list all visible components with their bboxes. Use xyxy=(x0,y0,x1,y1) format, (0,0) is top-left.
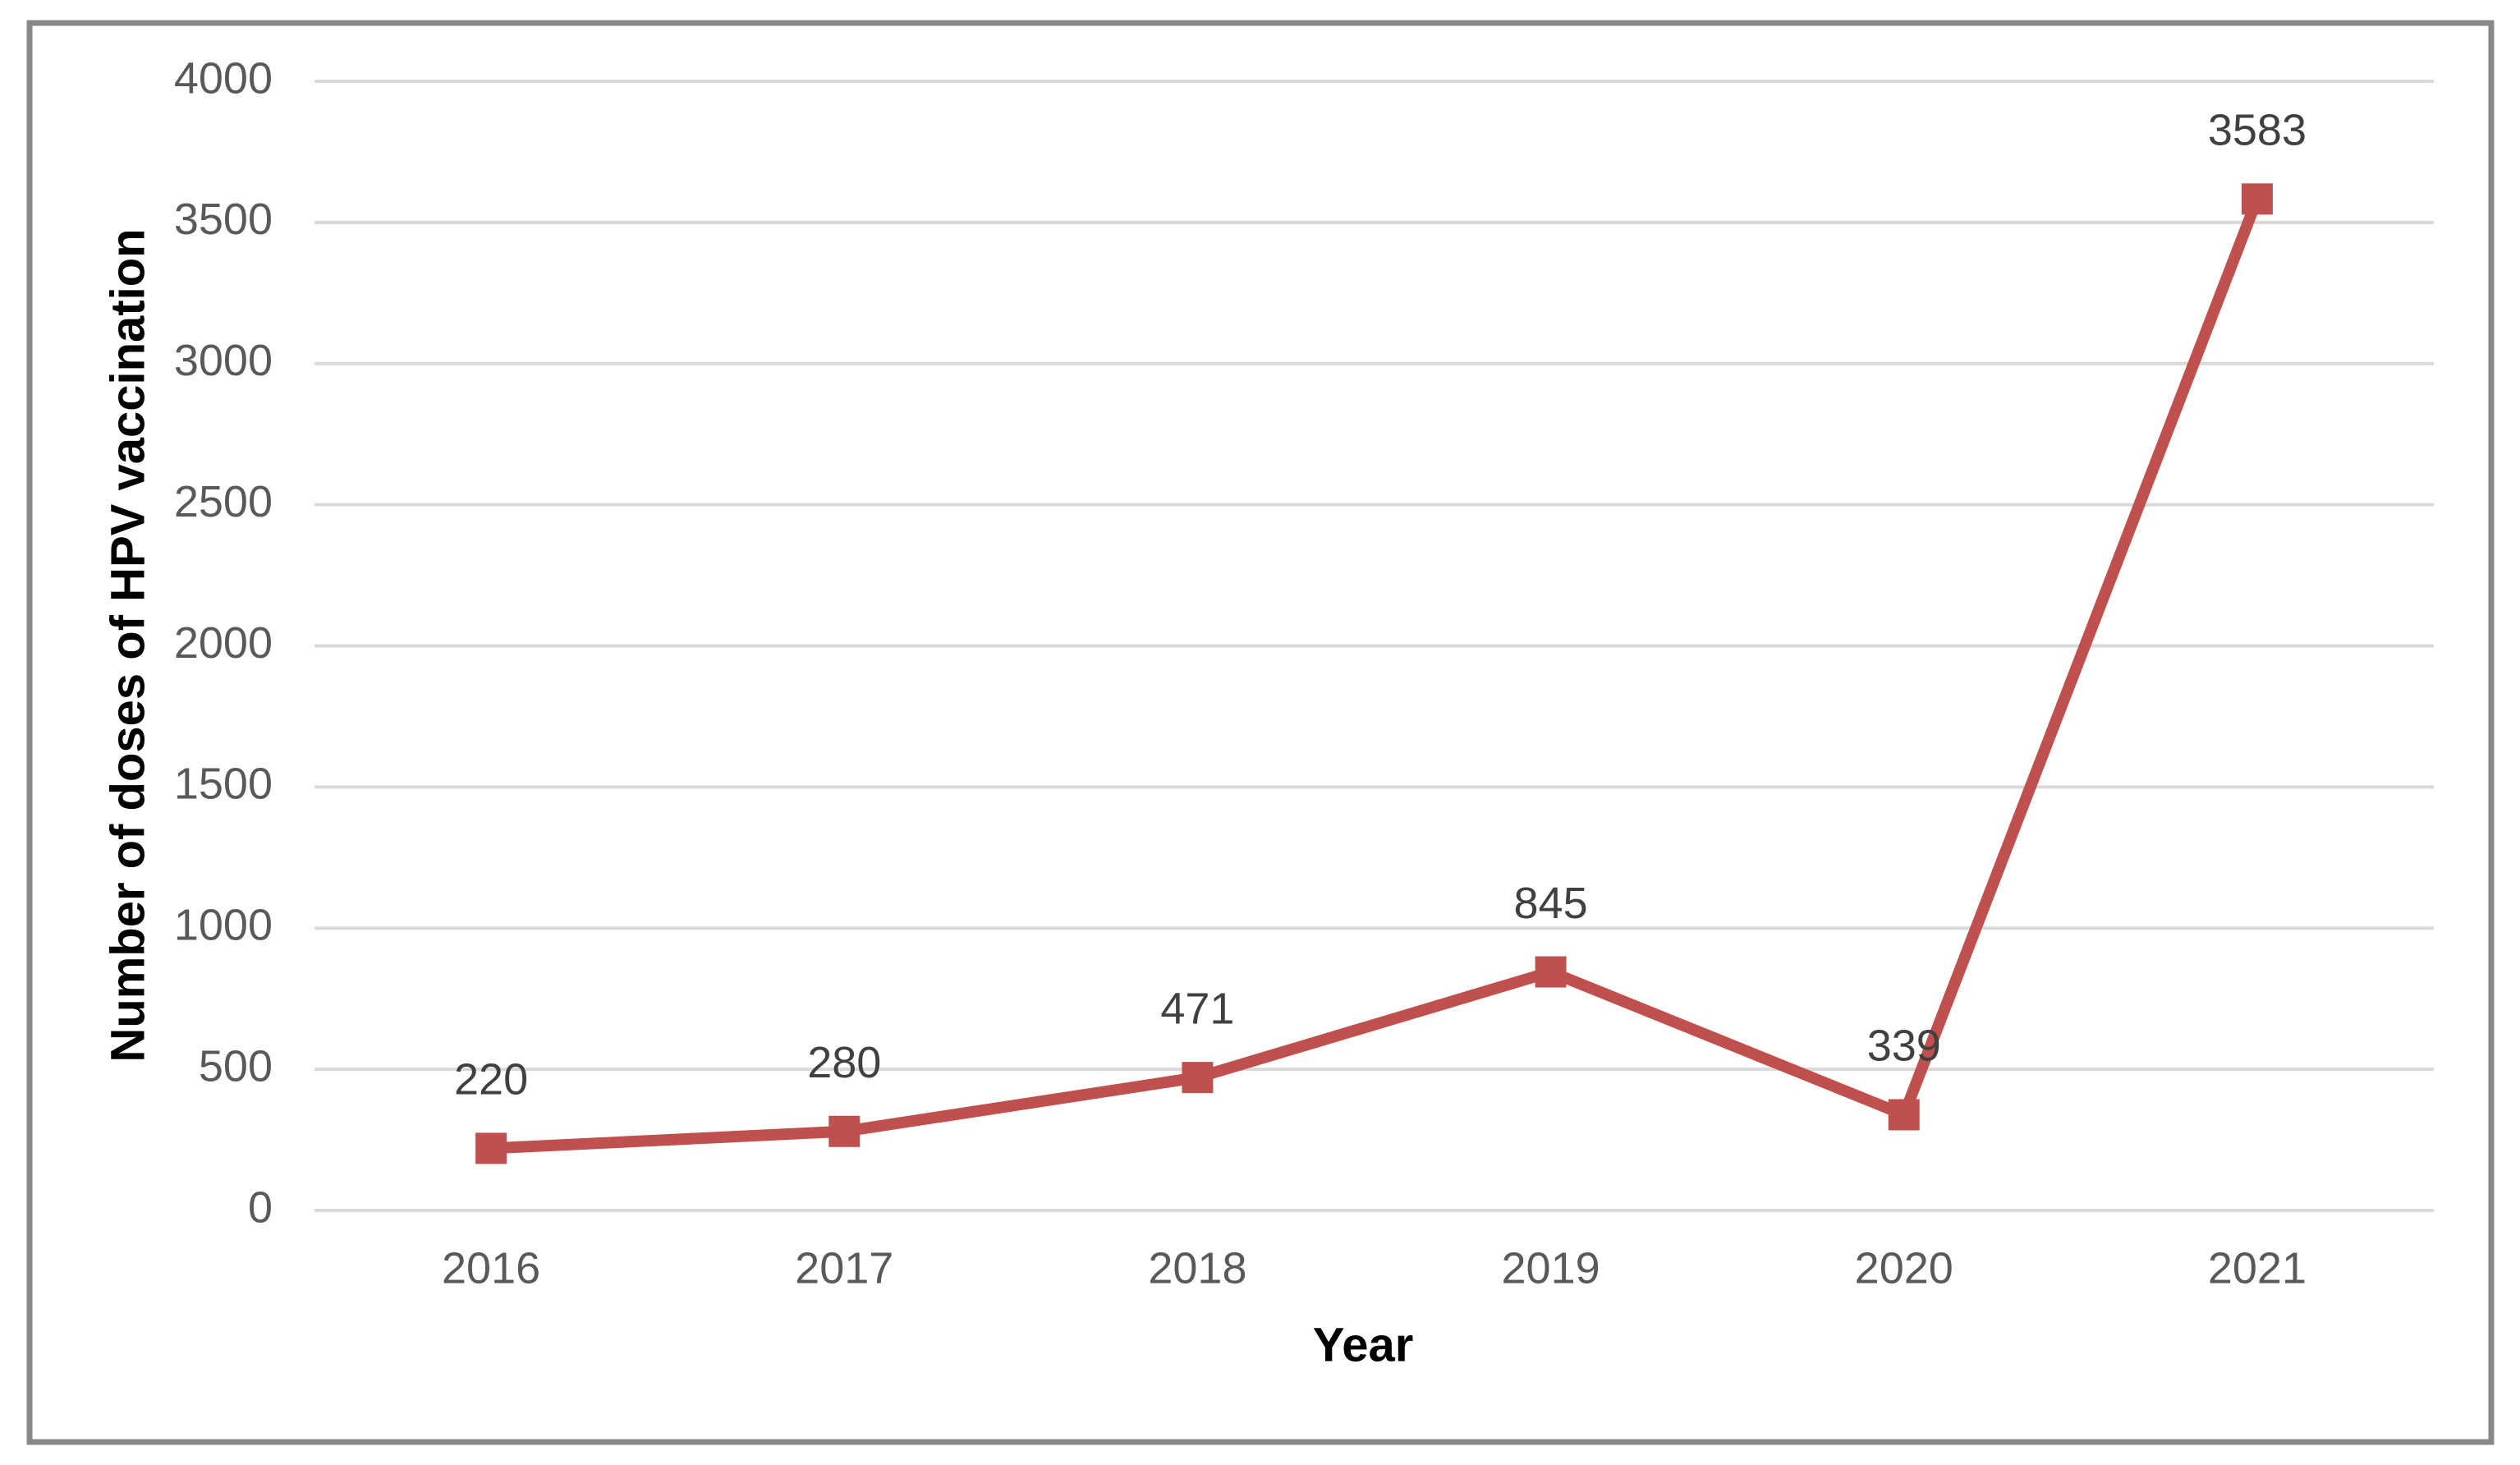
data-point-marker xyxy=(1535,956,1567,988)
data-label: 3583 xyxy=(2208,106,2307,155)
y-tick-label: 2500 xyxy=(174,477,273,526)
y-tick-label: 3000 xyxy=(174,336,273,385)
data-point-marker xyxy=(1182,1062,1214,1094)
data-label: 845 xyxy=(1514,879,1588,928)
series-group xyxy=(475,183,2273,1164)
x-tick-label: 2021 xyxy=(2208,1243,2307,1293)
y-tick-label: 0 xyxy=(248,1183,273,1232)
y-axis-title: Number of doses of HPV vaccination xyxy=(101,228,154,1062)
y-tick-label: 3500 xyxy=(174,195,273,244)
data-point-marker xyxy=(1888,1099,1920,1131)
y-tick-label: 4000 xyxy=(174,53,273,103)
x-axis-tick-labels: 2016 2017 2018 2019 2020 2021 xyxy=(442,1243,2307,1293)
data-label: 220 xyxy=(454,1055,528,1104)
data-point-marker xyxy=(2241,183,2273,215)
data-label: 280 xyxy=(807,1038,881,1087)
series-line xyxy=(485,193,2263,1155)
x-tick-label: 2019 xyxy=(1502,1243,1600,1293)
y-axis-tick-labels: 0 500 1000 1500 2000 2500 3000 3500 4000 xyxy=(174,53,273,1232)
x-tick-label: 2017 xyxy=(795,1243,893,1293)
data-labels: 220 280 471 845 339 3583 xyxy=(454,106,2307,1104)
data-label: 339 xyxy=(1867,1022,1941,1071)
y-tick-label: 2000 xyxy=(174,618,273,668)
x-tick-label: 2020 xyxy=(1855,1243,1953,1293)
y-tick-label: 1500 xyxy=(174,760,273,809)
gridlines xyxy=(314,80,2434,1212)
data-point-marker xyxy=(829,1115,861,1147)
chart-border xyxy=(26,20,2495,1445)
x-tick-label: 2016 xyxy=(442,1243,540,1293)
data-label: 471 xyxy=(1160,984,1234,1033)
x-tick-label: 2018 xyxy=(1148,1243,1246,1293)
data-point-marker xyxy=(475,1132,507,1164)
x-axis-title: Year xyxy=(1313,1318,1414,1371)
y-tick-label: 1000 xyxy=(174,901,273,950)
y-tick-label: 500 xyxy=(199,1041,273,1091)
